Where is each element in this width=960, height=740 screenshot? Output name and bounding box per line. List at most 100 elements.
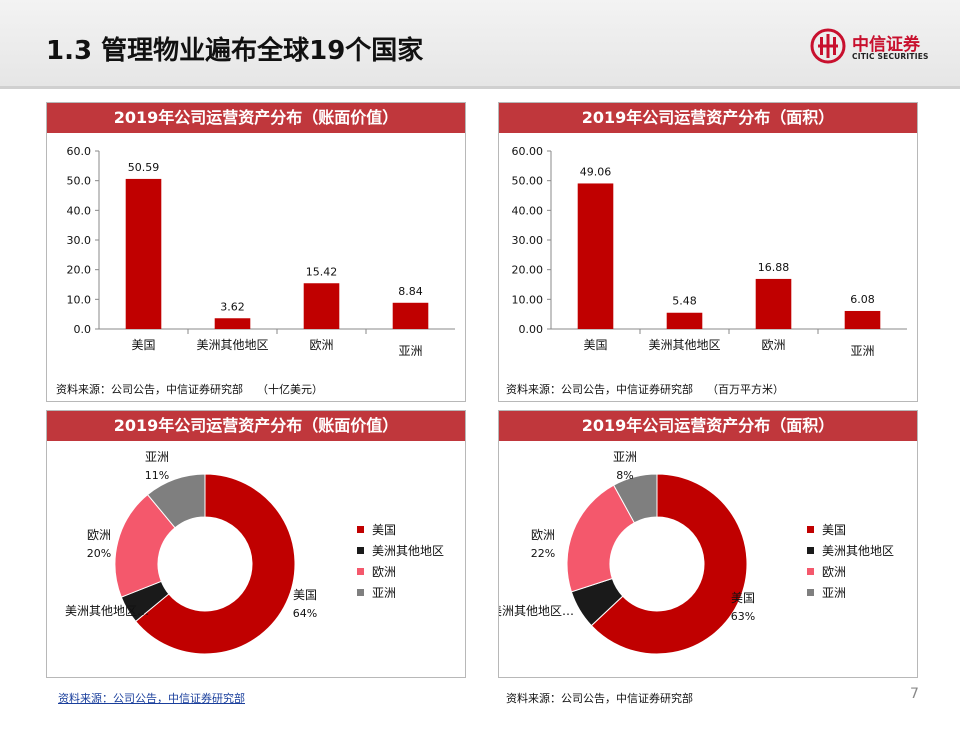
source-text: 资料来源：公司公告，中信证券研究部 bbox=[506, 692, 693, 705]
source-text: 资料来源：公司公告，中信证券研究部 bbox=[56, 383, 243, 396]
legend-item: 美洲其他地区 bbox=[357, 540, 444, 561]
slice-label: 亚洲 bbox=[145, 450, 169, 464]
bar bbox=[577, 183, 614, 329]
data-label: 6.08 bbox=[850, 293, 875, 306]
y-tick-label: 30.0 bbox=[67, 234, 92, 247]
panel-donut-area: 2019年公司运营资产分布（面积） 美国63%美洲其他地区…欧洲22%亚洲8% … bbox=[498, 410, 918, 678]
y-tick-label: 60.0 bbox=[67, 145, 92, 158]
source-note: 资料来源：公司公告，中信证券研究部 （十亿美元） bbox=[56, 381, 323, 397]
category-label: 欧洲 bbox=[761, 338, 785, 352]
slice-percent: 22% bbox=[531, 547, 555, 560]
unit-note: （十亿美元） bbox=[257, 383, 323, 396]
data-label: 5.48 bbox=[672, 295, 697, 308]
slice-label: 欧洲 bbox=[87, 528, 111, 542]
y-tick-label: 40.00 bbox=[512, 204, 544, 217]
category-label: 美国 bbox=[583, 338, 607, 352]
source-text: 资料来源：公司公告，中信证券研究部 bbox=[506, 383, 693, 396]
y-tick-label: 40.0 bbox=[67, 204, 92, 217]
data-label: 50.59 bbox=[128, 161, 160, 174]
slice-label: 美洲其他地区… bbox=[499, 604, 574, 618]
category-label: 美洲其他地区 bbox=[648, 338, 720, 352]
y-tick-label: 60.00 bbox=[512, 145, 544, 158]
legend-label: 欧洲 bbox=[372, 565, 397, 579]
slice-label: 美国 bbox=[293, 588, 317, 602]
panel-bar-book-value: 2019年公司运营资产分布（账面价值） 0.0 10.0 20.0 30.0 40.0 5… bbox=[46, 102, 466, 402]
legend-label: 欧洲 bbox=[822, 565, 847, 579]
slice-percent: 11% bbox=[145, 469, 169, 482]
bar bbox=[755, 278, 792, 329]
legend-label: 亚洲 bbox=[372, 586, 397, 600]
legend-swatch-pink bbox=[357, 568, 364, 575]
panel-title: 2019年公司运营资产分布（账面价值） bbox=[47, 103, 465, 133]
category-label: 美国 bbox=[131, 338, 155, 352]
header-divider bbox=[0, 86, 960, 89]
legend-swatch-red bbox=[807, 526, 814, 533]
bar bbox=[666, 312, 703, 329]
donut-chart-area: 美国 63% 美洲其他地区… 欧洲 22% 亚洲 8% bbox=[499, 450, 755, 655]
legend-swatch-gray bbox=[807, 589, 814, 596]
data-label: 49.06 bbox=[580, 165, 612, 178]
slice-percent: 8% bbox=[616, 469, 633, 482]
legend-label: 亚洲 bbox=[822, 586, 847, 600]
legend-label: 美国 bbox=[822, 523, 847, 537]
legend-label: 美洲其他地区 bbox=[822, 544, 895, 558]
bar bbox=[392, 302, 429, 329]
bar bbox=[844, 310, 881, 329]
data-label: 3.62 bbox=[220, 300, 245, 313]
legend-swatch-black bbox=[807, 547, 814, 554]
citic-emblem-icon bbox=[810, 28, 846, 64]
panel-bar-area: 2019年公司运营资产分布（面积） 0.00 10.00 20.00 30.00 40.… bbox=[498, 102, 918, 402]
bar bbox=[214, 318, 251, 329]
page-title: 1.3 管理物业遍布全球19个国家 bbox=[46, 36, 424, 66]
source-note: 资料来源：公司公告，中信证券研究部 bbox=[506, 690, 693, 706]
slice-percent: 64% bbox=[293, 607, 317, 620]
y-tick-label: 50.0 bbox=[67, 175, 92, 188]
legend-label: 美洲其他地区 bbox=[372, 544, 445, 558]
donut-slice bbox=[590, 473, 748, 655]
slice-label: 欧洲 bbox=[531, 528, 555, 542]
header-band bbox=[0, 0, 960, 86]
panel-title: 2019年公司运营资产分布（账面价值） bbox=[47, 411, 465, 441]
legend-item: 美国 bbox=[807, 519, 894, 540]
panel-donut-book-value: 2019年公司运营资产分布（账面价值） 美国 64% 美洲其他地区… 欧洲 20% 亚洲 1… bbox=[46, 410, 466, 678]
category-label: 欧洲 bbox=[309, 338, 333, 352]
category-label: 美洲其他地区 bbox=[196, 338, 268, 352]
legend-swatch-red bbox=[357, 526, 364, 533]
slice-label: 美洲其他地区… bbox=[65, 604, 149, 618]
bar bbox=[303, 283, 340, 329]
citic-logo: 中信证券 CITIC SECURITIES bbox=[810, 28, 950, 68]
data-label: 16.88 bbox=[758, 261, 790, 274]
slice-label: 亚洲 bbox=[613, 450, 637, 464]
y-tick-label: 10.0 bbox=[67, 293, 92, 306]
data-label: 15.42 bbox=[306, 265, 338, 278]
source-note: 资料来源：公司公告，中信证券研究部 bbox=[58, 690, 245, 706]
legend-swatch-gray bbox=[357, 589, 364, 596]
unit-note: （百万平方米） bbox=[707, 383, 784, 396]
source-link[interactable]: 资料来源：公司公告，中信证券研究部 bbox=[58, 692, 245, 705]
legend-item: 欧洲 bbox=[357, 561, 444, 582]
y-tick-label: 30.00 bbox=[512, 234, 544, 247]
source-note: 资料来源：公司公告，中信证券研究部 （百万平方米） bbox=[506, 381, 784, 397]
legend-item: 美洲其他地区 bbox=[807, 540, 894, 561]
donut-slice bbox=[612, 473, 658, 524]
bar-chart-book-value: 0.0 10.0 20.0 30.0 40.0 50.0 60.0 50.59 美国 3.62 美洲… bbox=[67, 145, 455, 358]
category-label: 亚洲 bbox=[398, 344, 422, 358]
y-tick-label: 10.00 bbox=[512, 293, 544, 306]
bar-chart-area: 0.00 10.00 20.00 30.00 40.00 50.00 60.00 49.06 美… bbox=[512, 145, 907, 358]
logo-text: 中信证券 bbox=[852, 35, 920, 55]
slice-label: 美国 bbox=[731, 591, 755, 605]
legend-item: 美国 bbox=[357, 519, 444, 540]
category-label: 亚洲 bbox=[850, 344, 874, 358]
legend: 美国 美洲其他地区 欧洲 亚洲 bbox=[357, 519, 444, 603]
y-tick-label: 50.00 bbox=[512, 175, 544, 188]
legend-swatch-pink bbox=[807, 568, 814, 575]
legend-item: 欧洲 bbox=[807, 561, 894, 582]
y-tick-label: 20.00 bbox=[512, 264, 544, 277]
data-label: 8.84 bbox=[398, 285, 423, 298]
page-number: 7 bbox=[910, 686, 919, 702]
legend-swatch-black bbox=[357, 547, 364, 554]
y-tick-label: 0.00 bbox=[519, 323, 544, 336]
donut-slice bbox=[146, 473, 206, 529]
legend-item: 亚洲 bbox=[357, 582, 444, 603]
logo-subtext: CITIC SECURITIES bbox=[852, 52, 929, 61]
